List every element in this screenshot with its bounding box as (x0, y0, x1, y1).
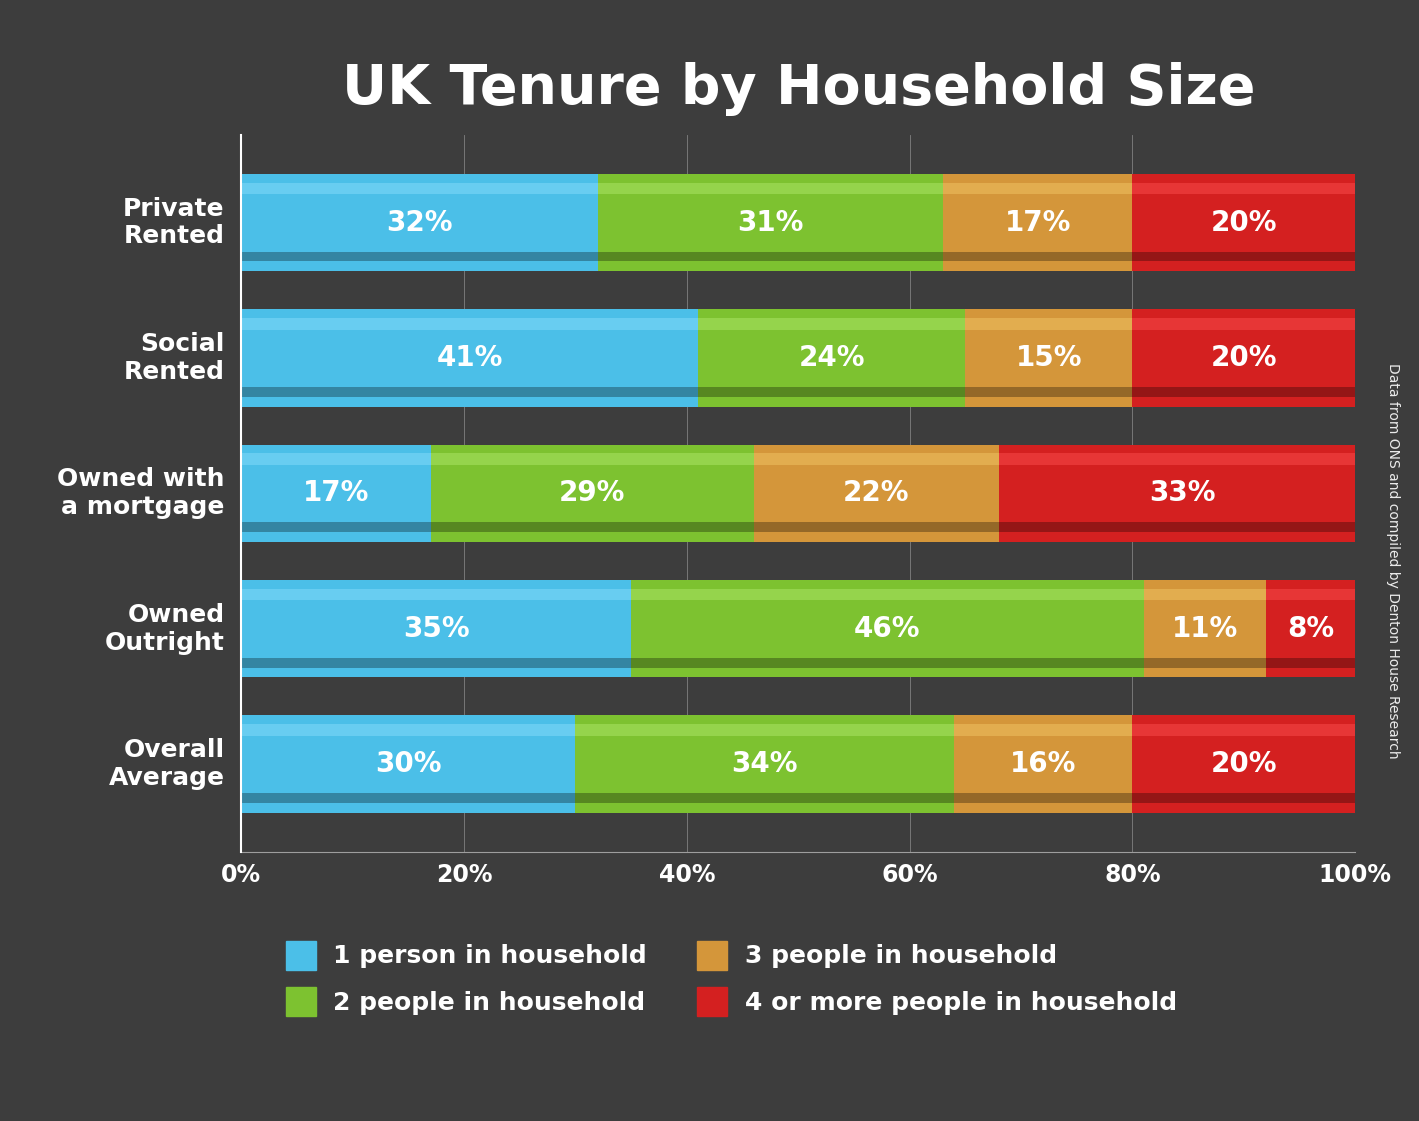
Bar (241, 309, 698, 407)
Text: 24%: 24% (799, 344, 864, 372)
Bar (1144, 580, 1266, 677)
Bar (597, 174, 944, 271)
Bar (631, 658, 1144, 668)
Text: 34%: 34% (732, 750, 797, 778)
Bar (999, 453, 1366, 465)
Bar (965, 318, 1132, 330)
Bar (1132, 724, 1355, 735)
Bar (1266, 589, 1355, 601)
Text: 11%: 11% (1172, 614, 1237, 642)
Bar (1132, 794, 1355, 803)
Bar (241, 318, 698, 330)
Text: 41%: 41% (437, 344, 502, 372)
Bar (1132, 309, 1355, 407)
Text: 20%: 20% (1210, 344, 1277, 372)
Text: 16%: 16% (1010, 750, 1077, 778)
Bar (1266, 658, 1355, 668)
Bar (698, 309, 965, 407)
Bar (241, 174, 597, 271)
Bar (965, 309, 1132, 407)
Text: 17%: 17% (1005, 209, 1071, 237)
Bar (241, 183, 597, 194)
Bar (1266, 580, 1355, 677)
Title: UK Tenure by Household Size: UK Tenure by Household Size (342, 62, 1254, 115)
Bar (999, 522, 1366, 532)
Bar (241, 658, 631, 668)
Bar (576, 724, 954, 735)
Text: 29%: 29% (559, 480, 626, 507)
Bar (944, 183, 1132, 194)
Text: 35%: 35% (403, 614, 470, 642)
Bar (241, 387, 698, 397)
Text: 20%: 20% (1210, 750, 1277, 778)
Bar (241, 445, 430, 541)
Text: 33%: 33% (1149, 480, 1216, 507)
Legend: 1 person in household, 2 people in household, 3 people in household, 4 or more p: 1 person in household, 2 people in house… (275, 930, 1186, 1026)
Text: 20%: 20% (1210, 209, 1277, 237)
Text: 46%: 46% (854, 614, 921, 642)
Bar (430, 522, 753, 532)
Bar (241, 522, 430, 532)
Bar (241, 580, 631, 677)
Bar (430, 445, 753, 541)
Bar (1132, 252, 1355, 261)
Bar (965, 387, 1132, 397)
Bar (241, 453, 430, 465)
Bar (241, 589, 631, 601)
Bar (1132, 715, 1355, 813)
Bar (753, 453, 999, 465)
Bar (1132, 174, 1355, 271)
Text: 17%: 17% (302, 480, 369, 507)
Bar (698, 387, 965, 397)
Bar (430, 453, 753, 465)
Bar (1132, 183, 1355, 194)
Text: Data from ONS and compiled by Denton House Research: Data from ONS and compiled by Denton Hou… (1386, 363, 1401, 758)
Bar (954, 715, 1132, 813)
Bar (698, 318, 965, 330)
Bar (753, 445, 999, 541)
Bar (1132, 387, 1355, 397)
Bar (944, 252, 1132, 261)
Bar (241, 252, 597, 261)
Bar (597, 252, 944, 261)
Bar (576, 715, 954, 813)
Text: 22%: 22% (843, 480, 910, 507)
Text: 31%: 31% (736, 209, 803, 237)
Bar (753, 522, 999, 532)
Bar (999, 445, 1366, 541)
Bar (1132, 318, 1355, 330)
Bar (954, 794, 1132, 803)
Bar (241, 724, 576, 735)
Bar (631, 589, 1144, 601)
Bar (241, 715, 576, 813)
Text: 30%: 30% (375, 750, 441, 778)
Bar (241, 794, 576, 803)
Text: 15%: 15% (1016, 344, 1083, 372)
Bar (631, 580, 1144, 677)
Bar (944, 174, 1132, 271)
Text: 32%: 32% (386, 209, 453, 237)
Text: 8%: 8% (1287, 614, 1334, 642)
Bar (1144, 589, 1266, 601)
Bar (597, 183, 944, 194)
Bar (576, 794, 954, 803)
Bar (1144, 658, 1266, 668)
Bar (954, 724, 1132, 735)
